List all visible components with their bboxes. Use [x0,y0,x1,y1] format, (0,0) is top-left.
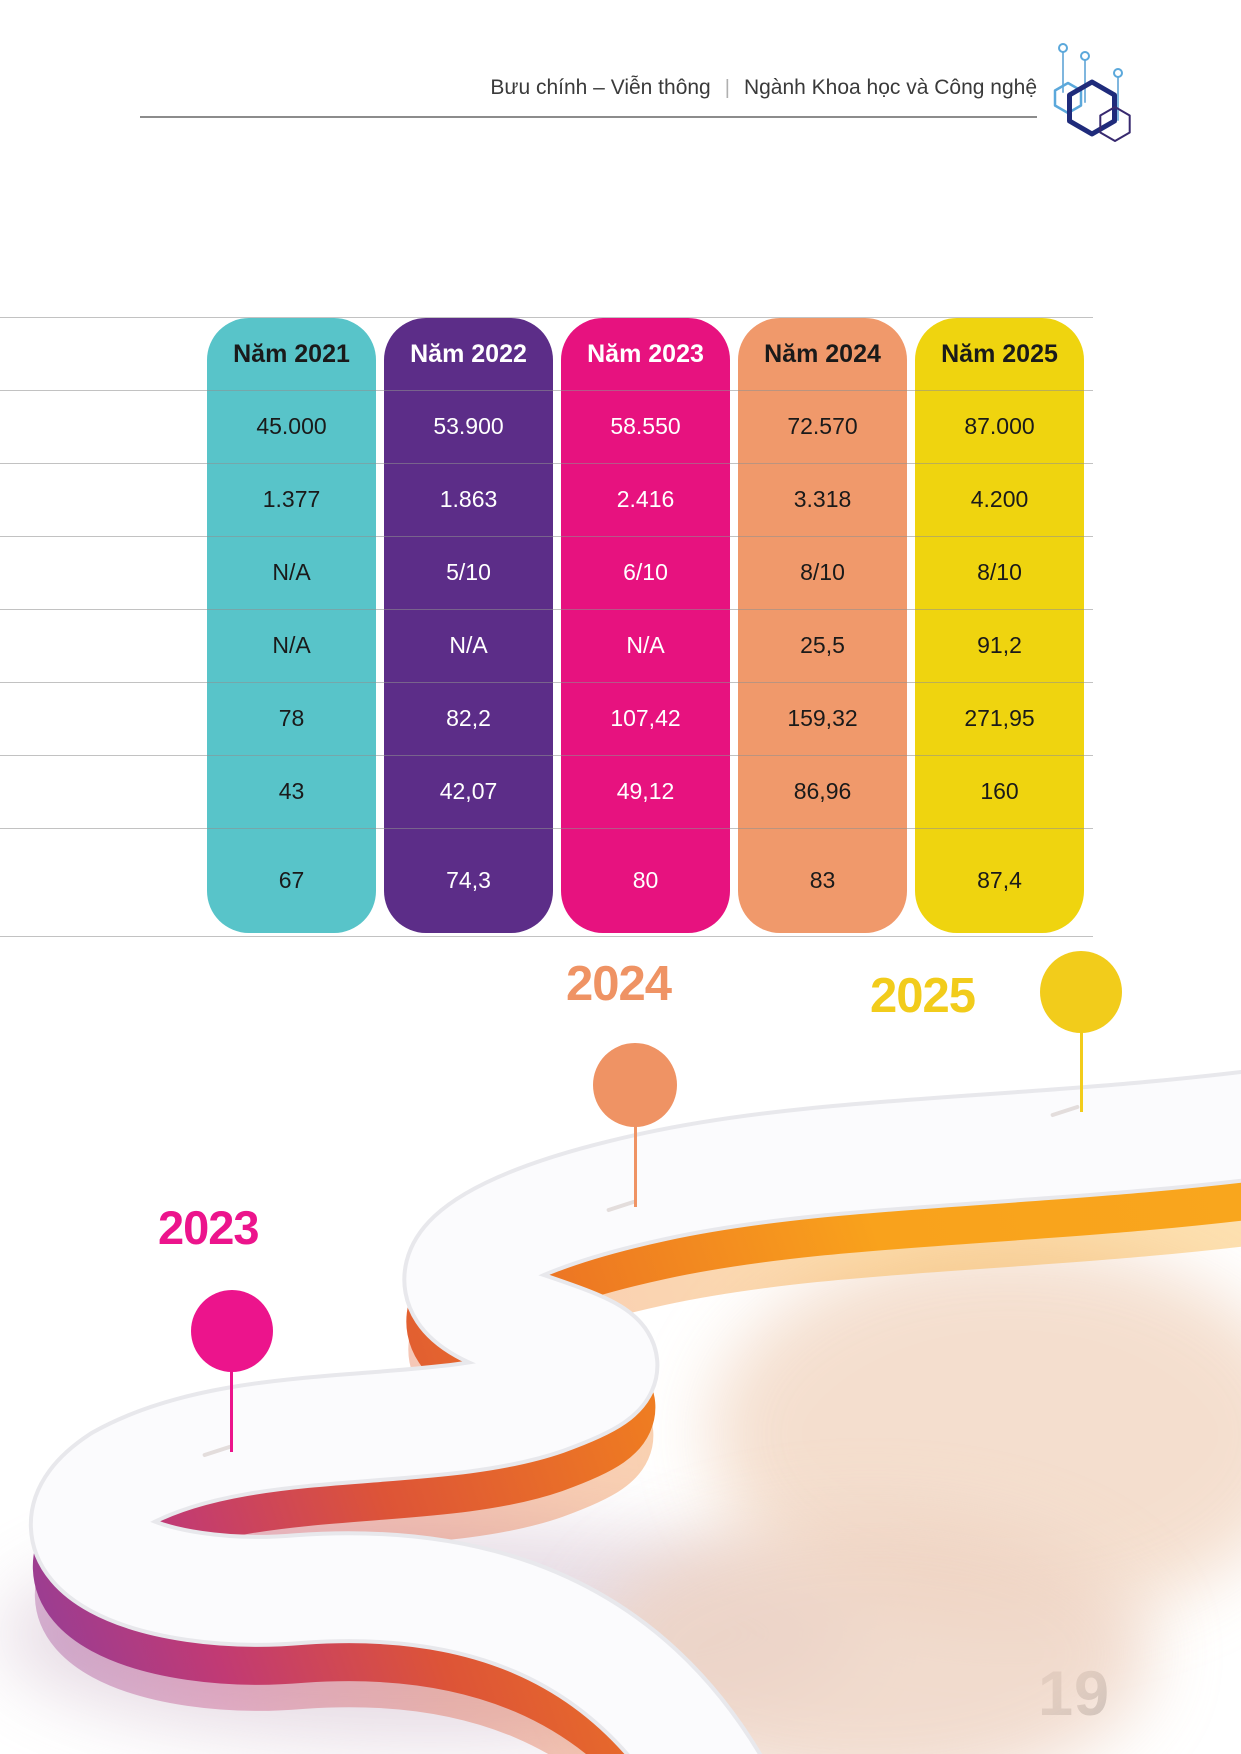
table-cell: 2.416 [616,486,675,512]
milestone-2025-label: 2025 [870,969,976,1023]
breadcrumb-separator: | [724,77,730,99]
pin-stem [634,1125,637,1207]
table-cell: N/A [626,632,665,658]
table-cell: 3.318 [793,486,852,512]
table-gridline [0,463,1093,464]
table-cell: 1.863 [439,486,498,512]
map-pin-icon [1040,951,1122,1033]
table-cell: 271,95 [964,705,1035,731]
table-cell: 80 [632,867,659,893]
table-cell: 160 [980,778,1019,804]
table-cell: 42,07 [439,778,498,804]
column-header: Năm 2024 [764,339,881,368]
table-column-2023: Năm 2023 58.550 2.416 6/10 N/A 107,42 49,12 80 [561,318,730,933]
table-gridline [0,536,1093,537]
table-cell: 1.377 [262,486,321,512]
table-gridline [0,828,1093,829]
table-column-2021: Năm 2021 45.000 1.377 N/A N/A 78 43 67 [207,318,376,933]
table-cell: 78 [278,705,305,731]
table-cell: 87,4 [977,867,1022,893]
column-header: Năm 2022 [410,339,527,368]
table-cell: 4.200 [970,486,1029,512]
table-cell: 49,12 [616,778,675,804]
road-graphic [0,1069,1241,1754]
table-cell: 5/10 [446,559,491,585]
header-rule [140,116,1037,118]
table-cell: 45.000 [256,413,327,439]
map-pin-icon [593,1043,677,1127]
table-cell: 25,5 [800,632,845,658]
table-cell: N/A [272,632,311,658]
table-column-2025: Năm 2025 87.000 4.200 8/10 91,2 271,95 160 87,4 [915,318,1084,933]
table-gridline [0,755,1093,756]
table-cell: 53.900 [433,413,504,439]
breadcrumb-ministry: Ngành Khoa học và Công nghệ [743,76,1037,99]
table-cell: 83 [809,867,836,893]
table-cell: 107,42 [610,705,681,731]
pin-stem [1080,1031,1083,1112]
map-pin-icon [191,1290,273,1372]
table-cell: 159,32 [787,705,858,731]
table-cell: 72.570 [787,413,858,439]
table-cell: 8/10 [800,559,845,585]
table-cell: 91,2 [977,632,1022,658]
table-cell: N/A [272,559,311,585]
table-column-2022: Năm 2022 53.900 1.863 5/10 N/A 82,2 42,07 74,3 [384,318,553,933]
table-gridline [0,317,1093,318]
breadcrumb: Bưu chính – Viễn thông | Ngành Khoa học … [140,76,1037,100]
milestone-2023-label: 2023 [158,1201,260,1254]
table-cell: 58.550 [610,413,681,439]
pin-stem [230,1370,233,1452]
table-gridline [0,609,1093,610]
table-gridline [0,390,1093,391]
breadcrumb-section: Bưu chính – Viễn thông [490,76,711,99]
table-gridline [0,682,1093,683]
table-cell: 67 [278,867,305,893]
table-cell: 8/10 [977,559,1022,585]
table-cell: 82,2 [446,705,491,731]
table-cell: 6/10 [623,559,668,585]
column-header: Năm 2025 [941,339,1058,368]
table-cell: N/A [449,632,488,658]
column-header: Năm 2023 [587,339,704,368]
milestone-2024-label: 2024 [566,957,672,1011]
table-cell: 87.000 [964,413,1035,439]
table-column-2024: Năm 2024 72.570 3.318 8/10 25,5 159,32 86,96 83 [738,318,907,933]
table-gridline [0,936,1093,937]
table-cell: 43 [278,778,305,804]
table-cell: 74,3 [446,867,491,893]
column-header: Năm 2021 [233,339,350,368]
hexagon-network-logo [1053,43,1131,142]
table-cell: 86,96 [793,778,852,804]
